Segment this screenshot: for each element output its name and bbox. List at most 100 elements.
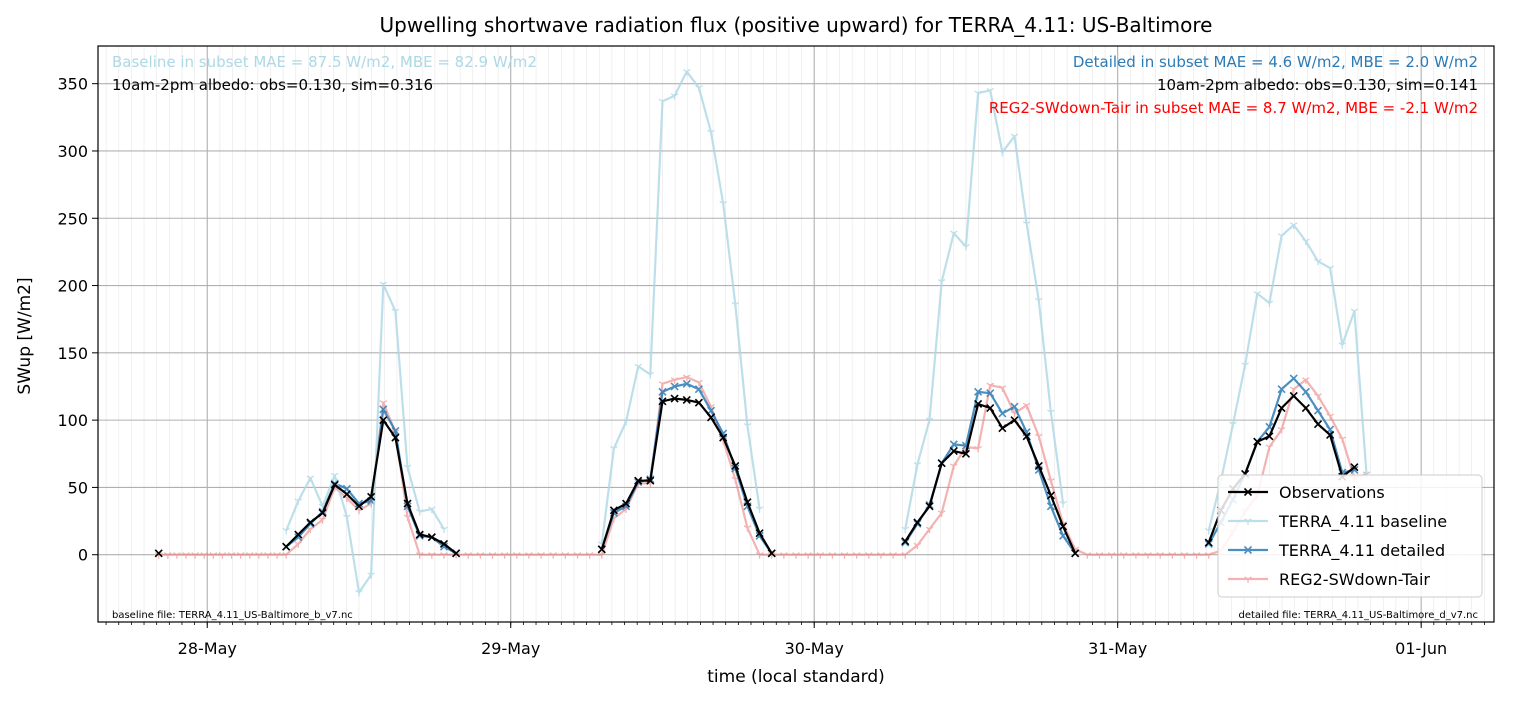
- data-point: [695, 85, 703, 92]
- data-point: [840, 552, 849, 559]
- data-point: [998, 149, 1007, 157]
- reg2-stats-annotation: REG2-SWdown-Tair in subset MAE = 8.7 W/m…: [989, 99, 1478, 117]
- axis-ticks: 28-May 29-May 30-May 31-May 01-Jun 0 50 100 150 2…: [57, 75, 1485, 658]
- data-point: [318, 508, 327, 518]
- data-point: [343, 514, 351, 522]
- data-point: [1119, 552, 1128, 559]
- data-point: [949, 447, 958, 456]
- data-point: [1277, 233, 1286, 240]
- data-point: [937, 459, 946, 468]
- legend-label: Observations: [1279, 483, 1385, 502]
- data-point: [682, 69, 691, 76]
- y-tick-label: 350: [57, 75, 88, 94]
- data-point: [1313, 406, 1323, 415]
- data-point: [1010, 416, 1019, 425]
- data-point: [1058, 522, 1068, 531]
- data-point: [986, 403, 995, 413]
- data-point: [682, 379, 691, 388]
- data-point: [1204, 552, 1213, 559]
- data-point: [561, 552, 570, 559]
- data-point: [294, 530, 303, 539]
- data-point: [415, 531, 424, 540]
- data-point: [306, 475, 315, 482]
- legend-label: REG2-SWdown-Tair: [1279, 570, 1430, 589]
- data-point: [1022, 402, 1031, 410]
- data-point: [367, 572, 375, 579]
- data-point: [1241, 362, 1249, 369]
- legend-items: Observations TERRA_4.11 baseline TERRA_4.1…: [1228, 483, 1447, 589]
- data-point: [1107, 552, 1116, 559]
- data-point: [1265, 444, 1274, 452]
- data-point: [1034, 461, 1043, 470]
- data-point: [439, 542, 449, 551]
- data-point: [913, 461, 922, 469]
- data-point: [354, 499, 364, 508]
- legend-swatch-reg2-swdown-tair: [1228, 576, 1268, 583]
- data-point: [525, 552, 533, 559]
- data-point: [439, 539, 449, 549]
- data-point: [415, 530, 424, 539]
- data-point: [986, 87, 995, 95]
- data-point: [379, 400, 388, 407]
- data-point: [622, 418, 630, 426]
- data-point: [1289, 222, 1298, 229]
- data-point: [658, 387, 667, 396]
- data-point: [719, 433, 728, 442]
- data-point: [1289, 391, 1298, 400]
- data-point: [767, 549, 776, 558]
- series-lines: [154, 69, 1371, 597]
- baseline-stats-annotation: Baseline in subset MAE = 87.5 W/m2, MBE …: [112, 53, 537, 71]
- data-point: [245, 552, 254, 559]
- data-point: [755, 506, 764, 513]
- data-point: [1034, 433, 1043, 441]
- data-point: [694, 398, 703, 407]
- data-point: [476, 552, 485, 559]
- data-point: [452, 549, 461, 558]
- data-point: [1253, 437, 1262, 446]
- data-point: [974, 399, 983, 409]
- x-tick-label: 30-May: [785, 639, 844, 658]
- data-point: [1046, 491, 1055, 500]
- data-point: [658, 381, 667, 388]
- data-point: [646, 371, 655, 379]
- data-point: [901, 526, 910, 534]
- data-point: [901, 537, 910, 546]
- data-point: [670, 377, 679, 384]
- data-point: [1083, 552, 1092, 559]
- y-tick-label: 250: [57, 209, 88, 228]
- data-point: [925, 526, 934, 534]
- data-point: [1301, 403, 1310, 413]
- data-point: [1156, 552, 1164, 559]
- data-point: [792, 552, 800, 559]
- data-point: [1022, 432, 1031, 441]
- y-tick-label: 200: [57, 277, 88, 296]
- data-point: [877, 552, 885, 559]
- detailed-stats-annotation: Detailed in subset MAE = 4.6 W/m2, MBE =…: [1073, 53, 1478, 71]
- data-point: [1034, 297, 1043, 305]
- series-line: [904, 89, 1065, 530]
- data-point: [585, 552, 594, 559]
- data-point: [391, 433, 400, 442]
- data-point: [1350, 465, 1359, 474]
- data-point: [1277, 385, 1286, 394]
- legend-marker: [1243, 487, 1253, 497]
- data-point: [755, 529, 764, 538]
- data-point: [974, 387, 983, 396]
- data-point: [273, 552, 281, 559]
- data-point: [719, 200, 727, 208]
- data-point: [415, 552, 424, 559]
- data-point: [1010, 402, 1019, 411]
- data-point: [549, 552, 558, 559]
- data-point: [427, 533, 436, 542]
- data-point: [464, 552, 473, 559]
- x-tick-label: 01-Jun: [1395, 639, 1447, 658]
- data-point: [1144, 552, 1152, 559]
- data-point: [694, 385, 703, 394]
- data-point: [154, 549, 163, 558]
- data-point: [1047, 478, 1055, 485]
- legend-swatch-observations: [1228, 487, 1268, 497]
- series-line: [1207, 223, 1368, 531]
- legend-swatch-terra-4-11-baseline: [1228, 518, 1268, 525]
- data-point: [634, 476, 643, 485]
- y-tick-label: 100: [57, 411, 88, 430]
